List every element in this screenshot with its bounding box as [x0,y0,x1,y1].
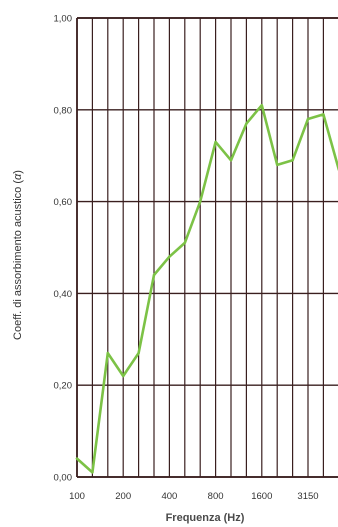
y-axis-label-text: Coeff. di assorbimento acustico ( [12,180,24,340]
data-point-400 [168,255,171,258]
series-layer [75,103,338,474]
series-line-0 [75,103,338,474]
x-tick-label: 800 [208,491,224,502]
y-tick-label: 0,60 [54,197,73,208]
data-point-200 [122,374,125,378]
y-tick-labels: 0,00 0,20 0,40 0,60 0,80 1,00 [54,14,73,484]
data-point-100 [75,457,79,460]
data-point-1250 [245,122,248,125]
data-point-250 [137,351,140,355]
x-tick-label: 100 [69,491,85,502]
x-tick-label: 3150 [297,491,318,502]
data-point-2000 [276,163,279,167]
data-point-1000 [229,159,233,162]
y-axis-label: Coeff. di assorbimento acustico (α) [12,170,24,340]
data-point-315 [152,273,156,277]
data-point-125 [91,471,94,474]
x-tick-label: 1600 [251,491,272,502]
x-tick-label: 400 [161,491,177,502]
y-tick-label: 0,20 [54,381,73,392]
data-point-4000 [322,113,325,116]
y-tick-label: 0,40 [54,289,73,300]
y-tick-label: 0,80 [54,105,73,116]
y-axis-label-close: ) [12,170,24,174]
y-axis-label-symbol: α [12,173,24,180]
data-point-800 [214,140,217,144]
data-point-1600 [260,104,263,107]
y-tick-label: 1,00 [54,14,73,25]
x-tick-labels: 100 200 400 800 1600 3150 [69,491,319,502]
data-point-630 [199,200,202,203]
data-point-3150 [306,117,310,121]
data-point-160 [106,351,110,355]
x-tick-label: 200 [115,491,131,502]
data-point-2500 [291,159,294,162]
x-axis-label: Frequenza (Hz) [166,512,245,524]
data-point-500 [183,241,186,245]
grid [76,17,338,478]
y-tick-label: 0,00 [54,473,73,484]
